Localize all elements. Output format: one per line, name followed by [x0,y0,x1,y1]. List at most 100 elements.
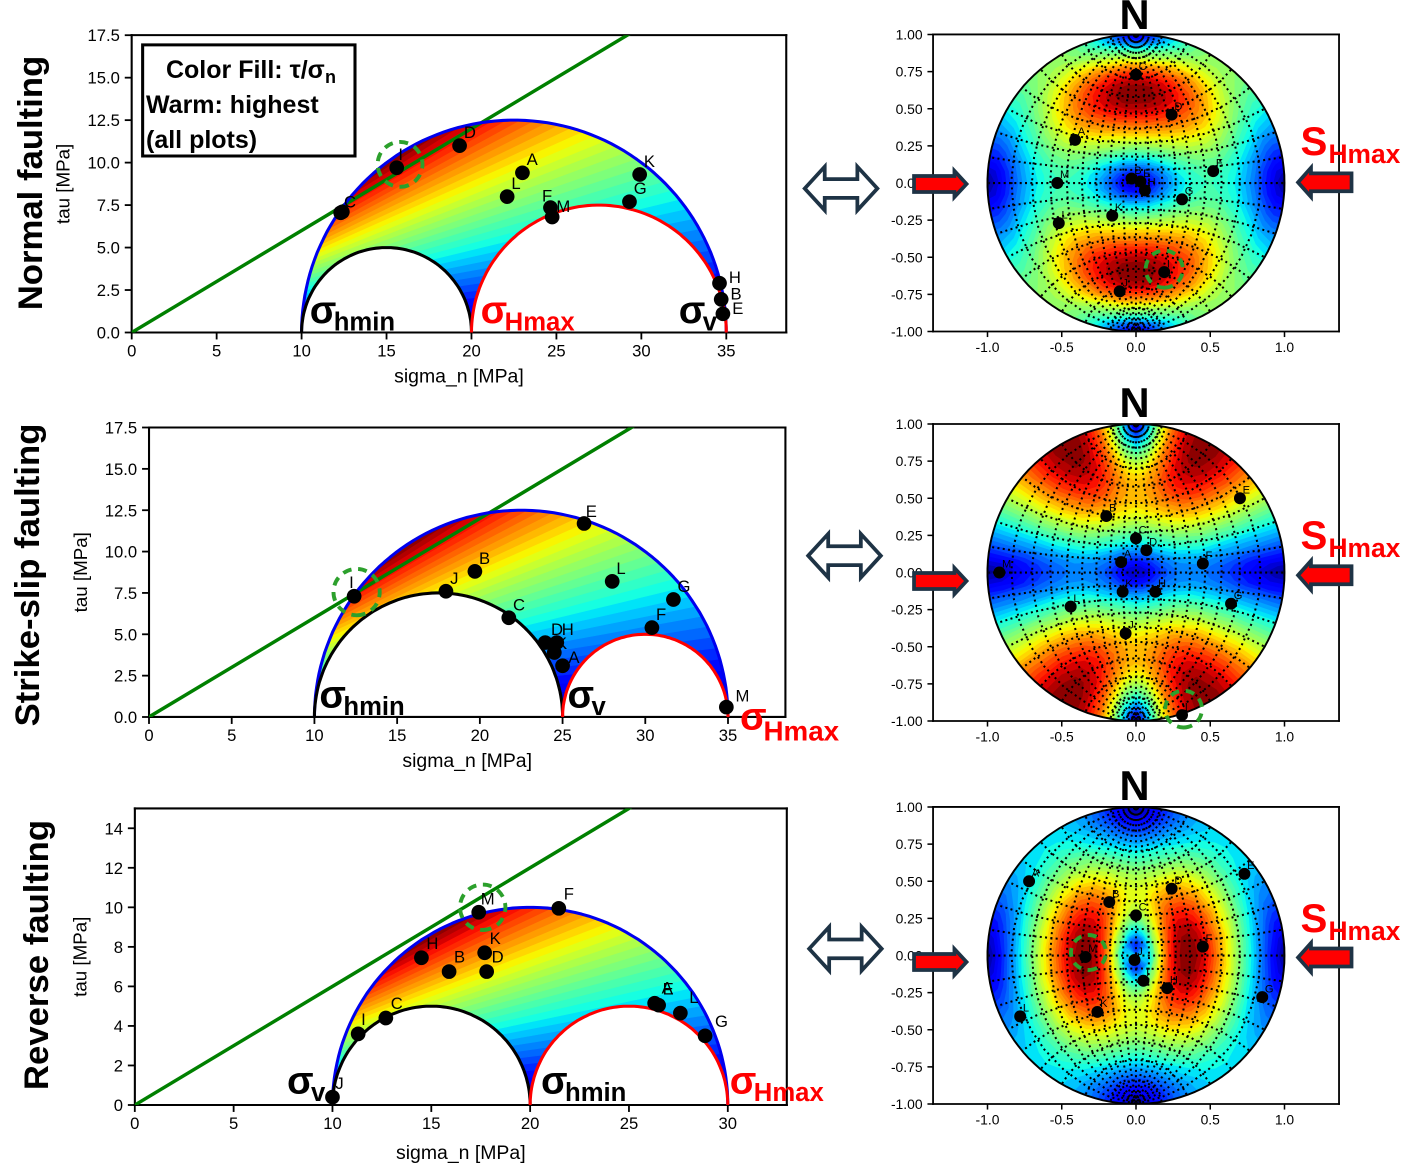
svg-text:10.0: 10.0 [87,154,119,173]
svg-text:15: 15 [388,726,407,745]
svg-text:-0.75: -0.75 [891,286,923,302]
svg-text:0.50: 0.50 [896,873,923,889]
svg-text:K: K [490,929,501,948]
svg-text:σ: σ [287,1060,314,1103]
svg-text:B: B [1112,888,1119,900]
svg-text:Hmax: Hmax [505,309,576,337]
svg-text:1.0: 1.0 [1275,728,1295,744]
svg-text:M: M [1088,943,1097,955]
svg-text:F: F [1216,157,1223,169]
svg-text:C: C [1139,525,1147,537]
svg-text:S: S [1300,896,1327,941]
svg-text:-1.0: -1.0 [976,728,1000,744]
svg-text:0.0: 0.0 [1126,1111,1146,1127]
svg-text:K: K [556,634,567,653]
svg-text:6: 6 [114,977,123,996]
svg-text:0.0: 0.0 [114,708,137,727]
svg-text:hmin: hmin [334,309,395,337]
svg-text:J: J [1128,620,1134,632]
svg-text:S: S [1300,119,1327,164]
svg-text:5.0: 5.0 [114,625,137,644]
svg-text:15.0: 15.0 [87,69,119,88]
svg-text:sigma_n [MPa]: sigma_n [MPa] [394,365,524,387]
svg-text:5: 5 [229,1114,238,1133]
svg-text:I: I [1185,701,1188,713]
svg-text:C: C [513,595,525,614]
svg-text:2.5: 2.5 [114,667,137,686]
svg-text:-0.75: -0.75 [891,1059,923,1075]
svg-text:Reverse faulting: Reverse faulting [18,820,56,1090]
svg-text:hmin: hmin [343,693,404,721]
svg-text:0.5: 0.5 [1201,1111,1221,1127]
svg-text:L: L [511,174,520,193]
svg-text:L: L [689,988,698,1007]
svg-text:G: G [678,577,691,596]
svg-text:M: M [1060,169,1069,181]
svg-text:D: D [1149,536,1157,548]
svg-text:-0.50: -0.50 [891,249,923,265]
svg-text:12: 12 [104,859,123,878]
svg-text:B: B [1134,165,1141,177]
svg-text:σ: σ [740,695,767,738]
svg-text:Hmax: Hmax [1329,916,1401,946]
svg-text:H: H [562,620,574,639]
svg-text:D: D [1174,875,1182,887]
svg-text:10.0: 10.0 [105,543,137,562]
svg-text:17.5: 17.5 [87,26,119,45]
svg-text:I: I [361,1010,366,1029]
svg-text:σ: σ [319,673,346,716]
svg-text:0.75: 0.75 [896,836,923,852]
svg-text:0: 0 [114,1096,123,1115]
svg-text:5: 5 [227,726,236,745]
svg-text:0: 0 [127,341,136,360]
svg-text:L: L [1073,593,1079,605]
svg-text:25: 25 [547,341,566,360]
svg-text:Color Fill: τ/σ: Color Fill: τ/σ [166,56,325,84]
svg-text:Strike-slip faulting: Strike-slip faulting [9,424,47,727]
svg-text:I: I [398,145,403,164]
svg-text:S: S [1300,513,1327,558]
svg-text:B: B [1109,502,1116,514]
svg-text:2: 2 [114,1057,123,1076]
svg-text:F: F [1205,550,1212,562]
svg-text:25: 25 [620,1114,639,1133]
svg-text:F: F [542,187,552,206]
svg-text:0.5: 0.5 [1201,728,1221,744]
svg-text:tau [MPa]: tau [MPa] [70,917,91,997]
svg-text:0.25: 0.25 [896,527,923,543]
svg-text:-0.5: -0.5 [1050,728,1074,744]
svg-text:F: F [656,605,666,624]
svg-text:B: B [454,948,465,967]
svg-text:A: A [1078,126,1086,138]
svg-text:Normal faulting: Normal faulting [12,56,50,311]
svg-text:v: v [311,1079,326,1107]
svg-text:tau [MPa]: tau [MPa] [53,144,74,224]
svg-text:G: G [1234,590,1243,602]
svg-text:σ: σ [481,289,508,332]
svg-text:M: M [481,889,495,908]
svg-text:J: J [335,1074,343,1093]
svg-text:L: L [616,559,625,578]
svg-text:1.00: 1.00 [896,416,923,432]
svg-text:K: K [1100,998,1108,1010]
svg-text:-0.5: -0.5 [1050,1111,1074,1127]
svg-text:25: 25 [553,726,572,745]
svg-text:C: C [1139,61,1147,73]
svg-text:1.00: 1.00 [896,799,923,815]
svg-text:20: 20 [521,1114,540,1133]
svg-text:30: 30 [636,726,655,745]
svg-text:5.0: 5.0 [97,239,120,258]
svg-text:σ: σ [310,289,337,332]
svg-text:20: 20 [471,726,490,745]
svg-text:N: N [1119,762,1149,809]
svg-text:H: H [1158,578,1166,590]
svg-text:(all plots): (all plots) [146,126,257,154]
svg-text:E: E [1143,168,1150,180]
svg-text:14: 14 [104,819,123,838]
svg-text:N: N [1119,379,1149,426]
svg-text:K: K [644,152,655,171]
svg-text:17.5: 17.5 [105,419,137,438]
svg-text:D: D [1174,101,1182,113]
svg-text:15: 15 [422,1114,441,1133]
svg-text:H: H [1148,177,1156,189]
